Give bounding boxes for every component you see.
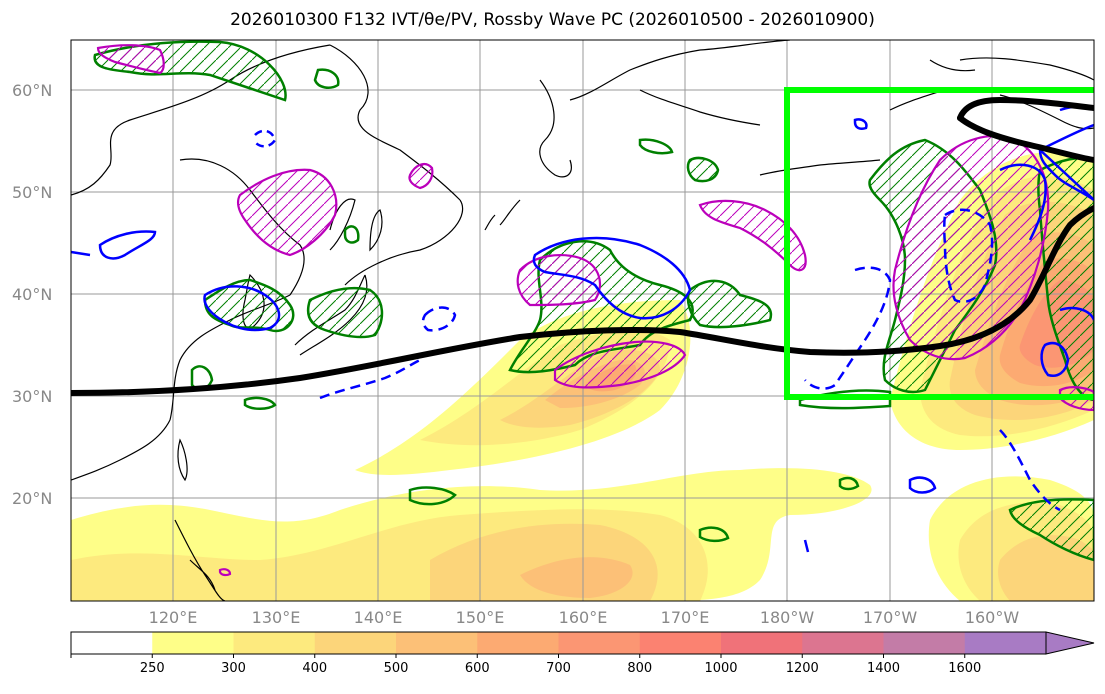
- negative-contours: [71, 105, 1094, 553]
- lon-label: 180°W: [760, 608, 815, 627]
- colorbar-segment: [477, 632, 559, 654]
- colorbar-segment: [558, 632, 641, 654]
- colorbar-label: 1200: [786, 661, 819, 676]
- colorbar-label: 1600: [948, 661, 981, 676]
- colorbar-segment: [152, 632, 234, 654]
- lon-label: 120°E: [149, 608, 198, 627]
- plot-area: [71, 40, 1094, 601]
- rossby-wave-box: [784, 87, 1094, 400]
- colorbar: 250 300 400 500 600 700 800 1000 1200 1400 1600: [70, 631, 1095, 676]
- lat-labels: 60°N 50°N 40°N 30°N 20°N: [12, 81, 52, 508]
- lon-label: 130°E: [252, 608, 301, 627]
- colorbar-segment: [964, 632, 1047, 654]
- colorbar-label: 500: [384, 661, 409, 676]
- lat-label: 50°N: [12, 183, 52, 202]
- plot-frame: [70, 39, 1095, 602]
- lon-label: 140°E: [354, 608, 403, 627]
- colorbar-label: 600: [465, 661, 490, 676]
- colorbar-label: 250: [140, 661, 165, 676]
- colorbar-segment: [802, 632, 884, 654]
- colorbar-label: 700: [546, 661, 571, 676]
- colorbar-segment: [396, 632, 478, 654]
- colorbar-extend-arrow: [1045, 631, 1095, 655]
- lon-label: 160°W: [965, 608, 1020, 627]
- colorbar-segment: [721, 632, 803, 654]
- lon-label: 170°E: [661, 608, 710, 627]
- jet-line: [71, 96, 1094, 396]
- lon-label: 150°E: [456, 608, 505, 627]
- colorbar-segment: [71, 632, 153, 654]
- lat-label: 30°N: [12, 387, 52, 406]
- colorbar-label: 1400: [867, 661, 900, 676]
- colorbar-segment: [639, 632, 722, 654]
- lat-label: 40°N: [12, 285, 52, 304]
- colorbar-segment: [314, 632, 397, 654]
- colorbar-label: 1000: [704, 661, 737, 676]
- colorbar-label: 800: [627, 661, 652, 676]
- colorbar-label: 300: [221, 661, 246, 676]
- lon-label: 170°W: [863, 608, 918, 627]
- colorbar-segment: [883, 632, 966, 654]
- lon-label: 160°E: [559, 608, 608, 627]
- pv-contours: [96, 44, 1094, 577]
- lat-label: 20°N: [12, 489, 52, 508]
- colorbar-segment: [233, 632, 316, 654]
- lat-label: 60°N: [12, 81, 52, 100]
- colorbar-label: 400: [302, 661, 327, 676]
- lon-labels: 120°E 130°E 140°E 150°E 160°E 170°E 180°…: [149, 608, 1020, 627]
- map-title: 2026010300 F132 IVT/θe/PV, Rossby Wave P…: [230, 10, 875, 30]
